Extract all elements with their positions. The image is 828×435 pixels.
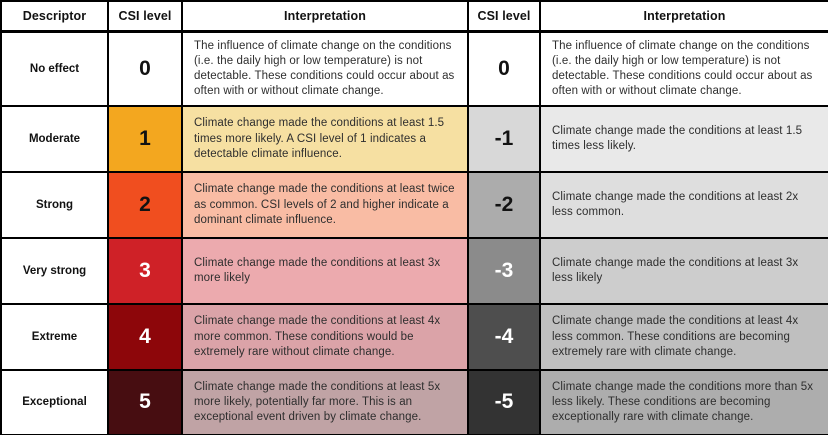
- interpretation-positive-cell: The influence of climate change on the c…: [181, 29, 469, 108]
- csi-positive-cell: 3: [107, 237, 183, 306]
- interpretation-positive-cell: Climate change made the conditions at le…: [181, 303, 469, 372]
- csi-negative-cell: -3: [467, 237, 541, 306]
- descriptor-cell: Moderate: [0, 105, 109, 174]
- interpretation-negative-cell: Climate change made the conditions at le…: [539, 237, 828, 306]
- table-row: Strong 2 Climate change made the conditi…: [0, 171, 828, 240]
- header-csi-level-positive: CSI level: [107, 0, 183, 33]
- csi-positive-cell: 0: [107, 29, 183, 108]
- interpretation-negative-cell: Climate change made the conditions more …: [539, 369, 828, 435]
- csi-table-body: No effect 0 The influence of climate cha…: [0, 29, 828, 435]
- descriptor-cell: Very strong: [0, 237, 109, 306]
- interpretation-positive-cell: Climate change made the conditions at le…: [181, 237, 469, 306]
- csi-negative-cell: -5: [467, 369, 541, 435]
- csi-negative-cell: -4: [467, 303, 541, 372]
- table-header-row: Descriptor CSI level Interpretation CSI …: [0, 0, 828, 33]
- descriptor-cell: Strong: [0, 171, 109, 240]
- header-descriptor: Descriptor: [0, 0, 109, 33]
- csi-negative-cell: 0: [467, 29, 541, 108]
- interpretation-negative-cell: The influence of climate change on the c…: [539, 29, 828, 108]
- csi-positive-cell: 2: [107, 171, 183, 240]
- table-row: No effect 0 The influence of climate cha…: [0, 29, 828, 108]
- csi-positive-cell: 1: [107, 105, 183, 174]
- header-interpretation-positive: Interpretation: [181, 0, 469, 33]
- descriptor-cell: No effect: [0, 29, 109, 108]
- table-row: Extreme 4 Climate change made the condit…: [0, 303, 828, 372]
- table-row: Moderate 1 Climate change made the condi…: [0, 105, 828, 174]
- csi-positive-cell: 5: [107, 369, 183, 435]
- csi-negative-cell: -2: [467, 171, 541, 240]
- interpretation-negative-cell: Climate change made the conditions at le…: [539, 171, 828, 240]
- header-csi-level-negative: CSI level: [467, 0, 541, 33]
- csi-positive-cell: 4: [107, 303, 183, 372]
- interpretation-positive-cell: Climate change made the conditions at le…: [181, 171, 469, 240]
- interpretation-positive-cell: Climate change made the conditions at le…: [181, 105, 469, 174]
- interpretation-negative-cell: Climate change made the conditions at le…: [539, 303, 828, 372]
- interpretation-positive-cell: Climate change made the conditions at le…: [181, 369, 469, 435]
- header-interpretation-negative: Interpretation: [539, 0, 828, 33]
- table-row: Exceptional 5 Climate change made the co…: [0, 369, 828, 435]
- csi-negative-cell: -1: [467, 105, 541, 174]
- interpretation-negative-cell: Climate change made the conditions at le…: [539, 105, 828, 174]
- descriptor-cell: Extreme: [0, 303, 109, 372]
- table-row: Very strong 3 Climate change made the co…: [0, 237, 828, 306]
- descriptor-cell: Exceptional: [0, 369, 109, 435]
